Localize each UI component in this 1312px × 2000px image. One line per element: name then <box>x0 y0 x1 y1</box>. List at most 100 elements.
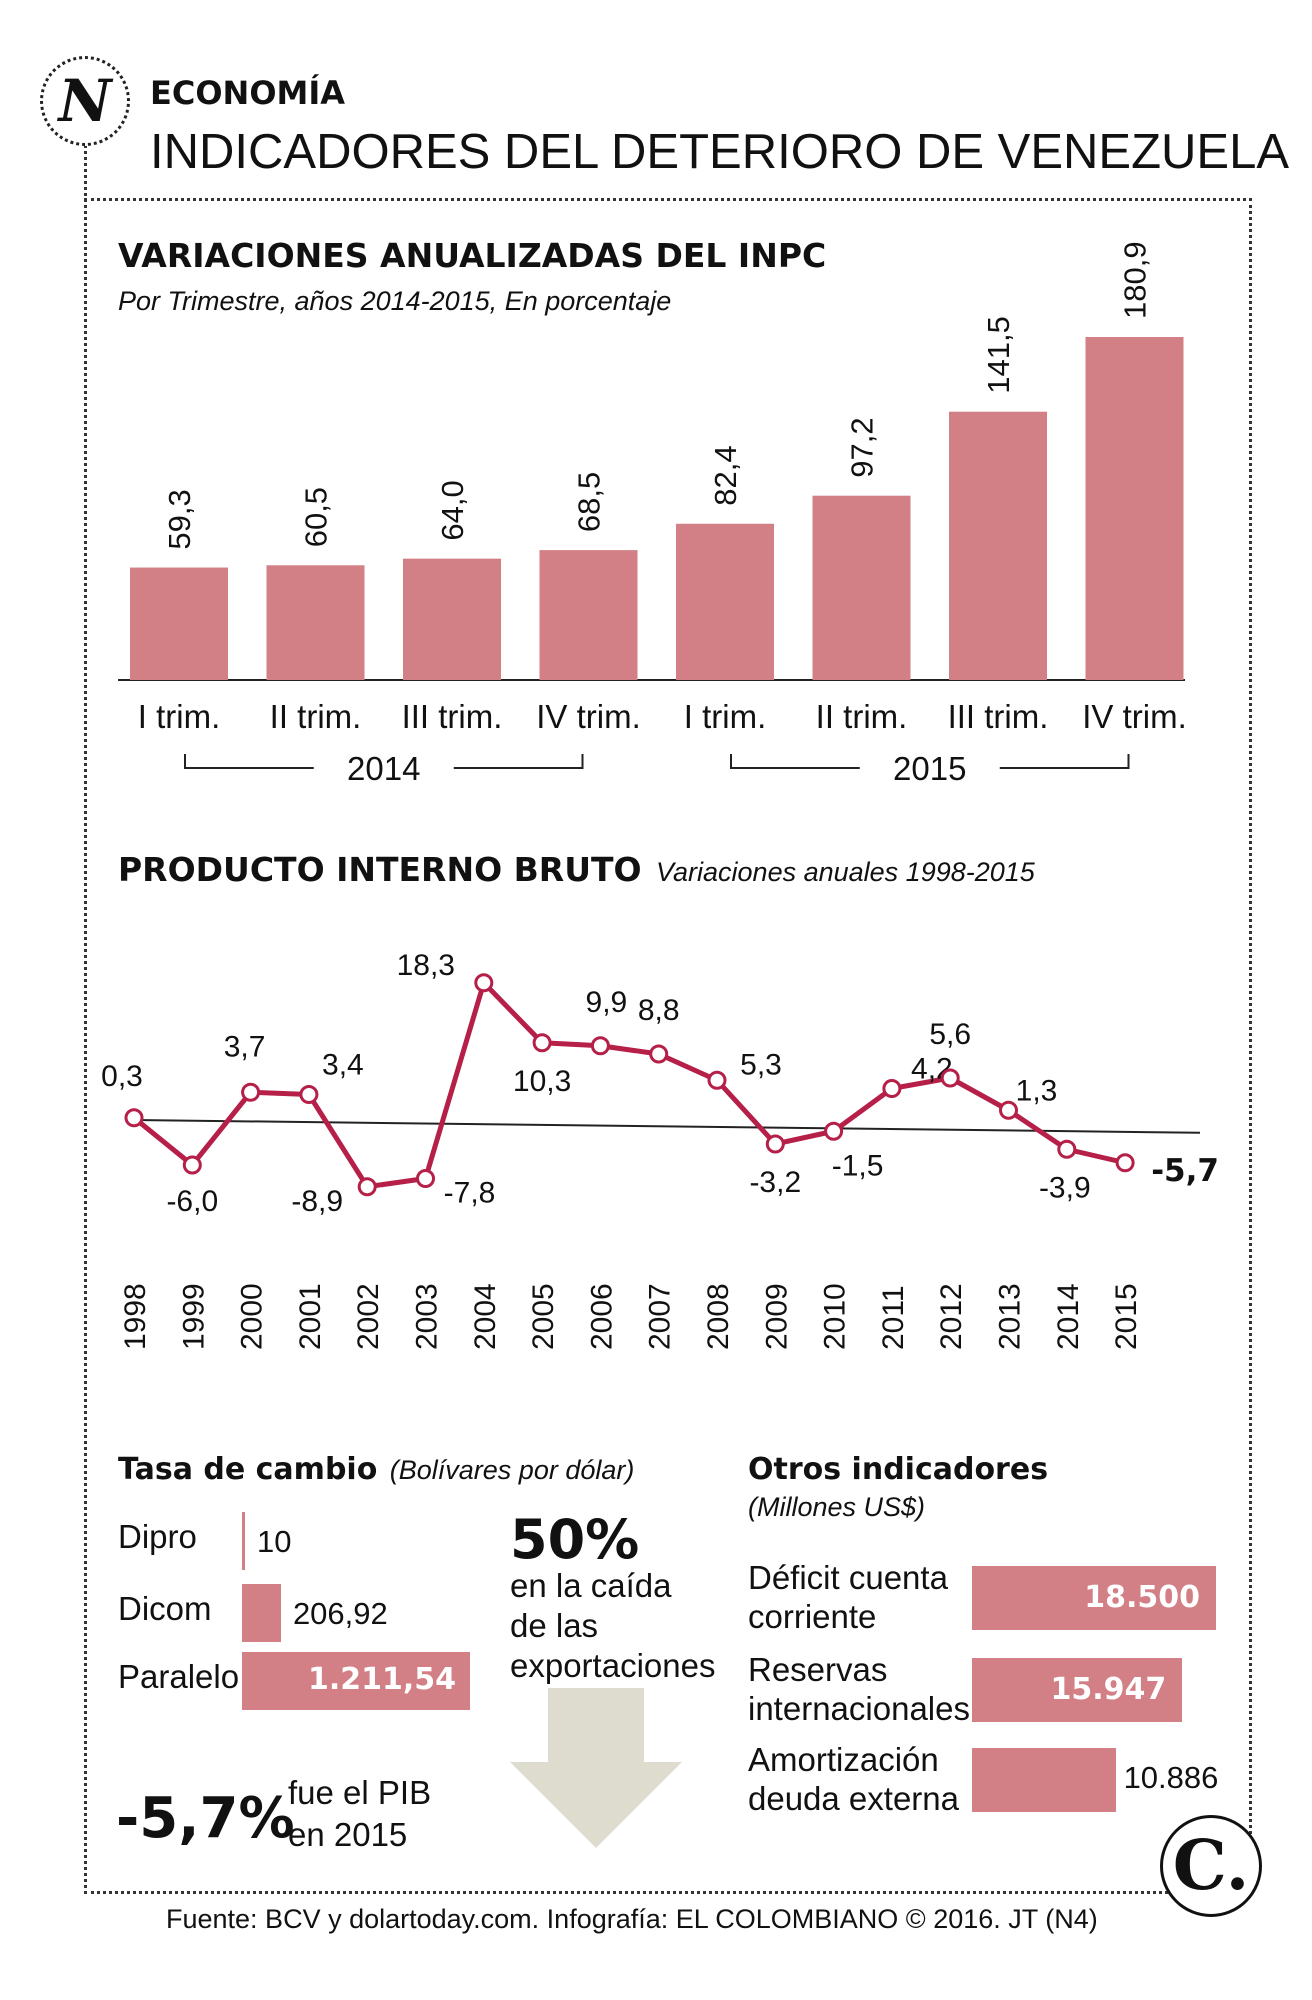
exports-value: 50% <box>510 1508 640 1571</box>
inpc-category-label: I trim. <box>138 698 220 735</box>
exchange-category-label: Dipro <box>118 1518 197 1555</box>
other-category-line: Reservas <box>748 1651 888 1688</box>
pib-value-label: 18,3 <box>397 949 455 982</box>
pib-value-label: 0,3 <box>101 1060 143 1093</box>
pib-line-chart: 0,3 1998 -6,0 1999 3,7 2000 3,4 2001 -8,9 2002 -7,… <box>101 949 1219 1350</box>
pib-data-point <box>474 973 494 993</box>
inpc-bar-value: 59,3 <box>162 489 197 549</box>
exchange-title: Tasa de cambio <box>118 1452 378 1487</box>
pib-data-point <box>590 1036 610 1056</box>
pib-year-label: 2010 <box>819 1283 852 1350</box>
other-category-label: Amortización deuda externa <box>748 1740 959 1818</box>
pib-caption-line-2: en 2015 <box>288 1816 408 1853</box>
pib-year-label: 2007 <box>644 1283 677 1350</box>
other-bar <box>972 1566 1216 1630</box>
exchange-category-label: Paralelo <box>118 1658 240 1695</box>
exchange-subtitle: (Bolívares por dólar) <box>389 1455 635 1485</box>
inpc-category-label: IV trim. <box>1082 698 1187 735</box>
inpc-year-bracket <box>184 754 584 769</box>
pib-value-label: -6,0 <box>166 1185 218 1218</box>
exchange-heading: Tasa de cambio (Bolívares por dólar) <box>118 1452 634 1487</box>
pib-value-label: 9,9 <box>586 986 628 1019</box>
pib-data-point <box>707 1070 727 1090</box>
pib-caption-line-1: fue el PIB <box>288 1774 432 1811</box>
pib-year-label: 2014 <box>1052 1283 1085 1350</box>
pib-data-point <box>532 1033 552 1053</box>
inpc-bar <box>1085 337 1184 680</box>
exports-line-1: en la caída <box>510 1567 672 1604</box>
exchange-value-label: 1.211,54 <box>307 1662 456 1697</box>
pib-2015-value: -5,7% <box>116 1786 295 1851</box>
infographic-frame <box>84 198 1252 1894</box>
exchange-category-label: Dicom <box>118 1590 212 1627</box>
inpc-bar-value: 68,5 <box>572 472 607 532</box>
page-title: INDICADORES DEL DETERIORO DE VENEZUELA <box>150 125 1290 179</box>
inpc-category-label: I trim. <box>684 698 766 735</box>
pib-data-point <box>824 1121 844 1141</box>
pib-value-label: -3,2 <box>749 1166 801 1199</box>
pib-year-label: 2015 <box>1110 1283 1143 1350</box>
pib-2015-caption: fue el PIB en 2015 <box>288 1772 431 1856</box>
pib-year-label: 2006 <box>585 1283 618 1350</box>
pib-year-label: 2002 <box>352 1283 385 1350</box>
pib-value-label: -8,9 <box>291 1185 343 1218</box>
pib-value-label: 10,3 <box>513 1065 571 1098</box>
other-category-line: Déficit cuenta <box>748 1559 948 1596</box>
pib-series-line <box>132 980 1126 1190</box>
exchange-value-label: 10 <box>257 1524 292 1559</box>
inpc-bar-chart: 59,3 I trim. 60,5 II trim. 64,0 III trim. 68,5… <box>118 241 1187 787</box>
other-category-label: Déficit cuenta corriente <box>748 1558 948 1636</box>
other-category-line: Amortización <box>748 1741 939 1778</box>
pib-year-label: 1998 <box>119 1283 152 1350</box>
exchange-bar <box>242 1512 245 1570</box>
other-category-line: corriente <box>748 1598 877 1635</box>
pib-data-point <box>940 1068 960 1088</box>
pib-year-label: 2004 <box>469 1283 502 1350</box>
other-category-line: internacionales <box>748 1690 970 1727</box>
inpc-bar <box>266 565 365 680</box>
section-label: ECONOMÍA <box>150 74 346 112</box>
pib-value-label: 5,3 <box>740 1048 782 1081</box>
inpc-bar-value: 64,0 <box>435 480 470 540</box>
pib-heading: PRODUCTO INTERNO BRUTO Variaciones anual… <box>118 850 1035 889</box>
inpc-bar-value: 82,4 <box>708 445 743 505</box>
pib-value-label: -3,9 <box>1039 1171 1091 1204</box>
exchange-bar <box>242 1584 281 1642</box>
other-category-line: deuda externa <box>748 1780 960 1817</box>
inpc-bar-value: 97,2 <box>845 417 880 477</box>
other-value-label: 15.947 <box>1050 1672 1167 1707</box>
down-arrow-icon <box>510 1688 682 1848</box>
el-colombiano-badge-icon: C. <box>1160 1815 1262 1917</box>
pib-value-label: -5,7 <box>1151 1153 1219 1189</box>
exchange-bar <box>242 1652 470 1710</box>
inpc-bar-value: 60,5 <box>299 487 334 547</box>
inpc-bar <box>676 523 774 680</box>
pib-year-label: 2013 <box>994 1283 1027 1350</box>
exchange-value-label: 206,92 <box>292 1596 388 1631</box>
pib-value-label: 1,3 <box>1016 1074 1058 1107</box>
pib-trend-line <box>133 1119 1201 1134</box>
pib-data-point <box>1115 1153 1135 1173</box>
pib-value-label: 8,8 <box>638 994 680 1027</box>
inpc-bar-value: 180,9 <box>1118 241 1153 319</box>
inpc-title: VARIACIONES ANUALIZADAS DEL INPC <box>118 236 827 275</box>
pib-value-label: 3,7 <box>224 1030 266 1063</box>
pib-year-label: 2003 <box>411 1283 444 1350</box>
other-category-label: Reservas internacionales <box>748 1650 970 1728</box>
pib-data-point <box>765 1134 785 1154</box>
pib-value-label: -1,5 <box>832 1149 884 1182</box>
inpc-year-label: 2014 <box>347 750 420 787</box>
exports-line-3: exportaciones <box>510 1647 716 1684</box>
inpc-category-label: IV trim. <box>536 698 641 735</box>
inpc-bar <box>539 550 638 680</box>
pib-subtitle: Variaciones anuales 1998-2015 <box>656 857 1035 887</box>
footer-credit: Fuente: BCV y dolartoday.com. Infografía… <box>166 1904 1098 1934</box>
pib-year-label: 2011 <box>877 1285 910 1350</box>
pib-year-label: 2009 <box>760 1283 793 1350</box>
pib-data-point <box>999 1100 1018 1120</box>
inpc-bar <box>403 558 501 680</box>
inpc-bar <box>812 495 911 680</box>
other-bar <box>972 1658 1183 1722</box>
other-title: Otros indicadores <box>748 1452 1049 1487</box>
pib-year-label: 1999 <box>177 1283 210 1350</box>
